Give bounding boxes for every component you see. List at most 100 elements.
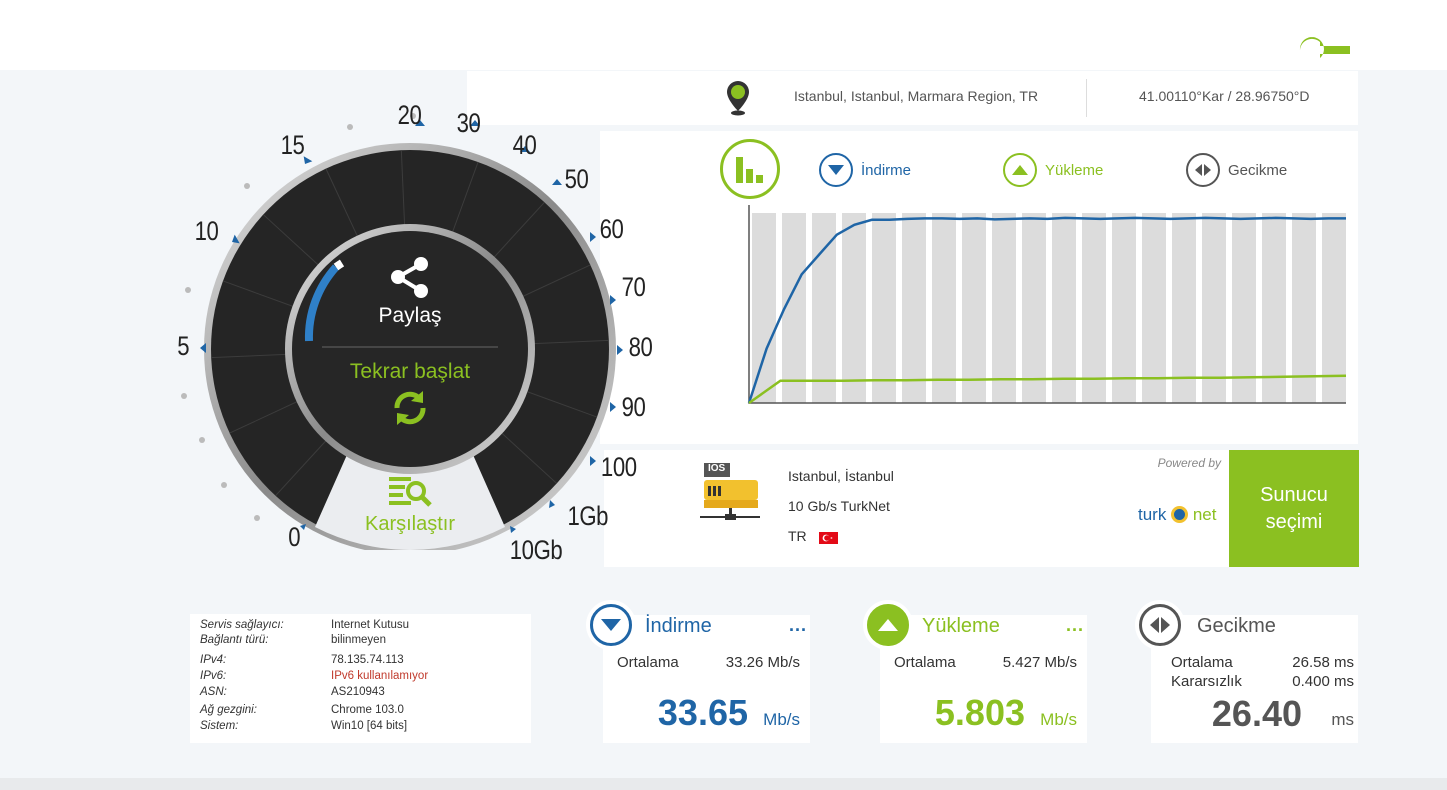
info-value: Win10 [64 bits]: [331, 720, 408, 732]
header-area: [0, 0, 1447, 70]
latency-avg-label: Ortalama: [1171, 654, 1233, 671]
latency-value: 26.40: [1211, 693, 1302, 734]
server-city: Istanbul, İstanbul: [788, 468, 894, 484]
chart-bar: [1202, 213, 1226, 403]
coordinates-text: 41.00110°Kar / 28.96750°D: [1139, 88, 1310, 104]
gauge-label-50: 50: [564, 164, 589, 194]
download-series-line: [747, 216, 1346, 404]
chart-toggle-button[interactable]: [720, 139, 780, 199]
gauge-label-15: 15: [280, 130, 305, 160]
share-icon: [391, 257, 428, 298]
chart-bar: [1052, 213, 1076, 403]
gauge-label-80: 80: [628, 332, 653, 362]
turknet-logo-left: turk: [1138, 505, 1167, 524]
chart-bar: [992, 213, 1016, 403]
latency-jitter-label: Kararsızlık: [1171, 673, 1242, 690]
download-arrow-icon: [590, 604, 632, 646]
upload-arrow-icon: [1003, 153, 1037, 187]
chart-bar: [1112, 213, 1136, 403]
gauge-label-60: 60: [599, 214, 624, 244]
upload-title: Yükleme: [922, 615, 1000, 637]
gauge-label-5: 5: [177, 331, 190, 361]
legend-download[interactable]: İndirme: [819, 152, 911, 188]
server-country: TR: [788, 528, 807, 544]
gauge-label-1gb: 1Gb: [567, 501, 609, 531]
upload-unit: Mb/s: [1040, 710, 1077, 729]
download-title: İndirme: [645, 615, 712, 637]
divider: [1086, 79, 1087, 117]
legend-upload[interactable]: Yükleme: [1003, 152, 1103, 188]
info-value: bilinmeyen: [331, 634, 386, 646]
gauge-label-90: 90: [621, 392, 646, 422]
gauge-label-10gb: 10Gb: [509, 535, 563, 565]
chart-bar: [1142, 213, 1166, 403]
upload-stat-icon: [863, 600, 913, 650]
compare-button[interactable]: Karşılaştır: [345, 474, 475, 536]
chart-card: İndirme Yükleme Gecikme: [600, 131, 1358, 444]
gauge-segment: [449, 161, 479, 239]
latency-icon: [1186, 153, 1220, 187]
share-label: Paylaş: [378, 304, 442, 327]
server-select-label: Sunucu seçimi: [1260, 483, 1328, 533]
chart-bar: [1232, 213, 1256, 403]
download-value: 33.65: [657, 692, 748, 733]
gauge-segment: [520, 388, 598, 418]
download-more-button[interactable]: ...: [789, 615, 808, 635]
turknet-logo-right: net: [1192, 505, 1217, 524]
info-key: IPv6:: [200, 670, 227, 682]
gauge-label-70: 70: [621, 272, 646, 302]
legend-latency-label: Gecikme: [1228, 161, 1288, 179]
server-provider: 10 Gb/s TurkNet: [788, 498, 890, 514]
upload-arrow-icon: [867, 604, 909, 646]
gauge-segment: [489, 201, 545, 263]
server-select-button[interactable]: Sunucu seçimi: [1229, 450, 1359, 567]
latency-avg-value: 26.58 ms: [1292, 654, 1354, 671]
legend-upload-label: Yükleme: [1045, 161, 1104, 179]
chart-bar: [752, 213, 776, 403]
download-avg-value: 33.26 Mb/s: [725, 654, 800, 671]
latency-icon: [1139, 604, 1181, 646]
location-pin-icon: [727, 81, 749, 116]
chart-bar: [842, 213, 866, 403]
chart-bar: [1022, 213, 1046, 403]
gauge-segment: [400, 150, 406, 232]
gauge-segment: [275, 435, 331, 497]
upload-series-line: [748, 374, 1347, 405]
chart-bar: [902, 213, 926, 403]
info-value: Internet Kutusu: [331, 619, 409, 631]
gauge-label-100: 100: [600, 452, 637, 482]
gauge-segment: [211, 353, 293, 359]
latency-jitter-value: 0.400 ms: [1292, 673, 1354, 690]
footer-strip: [0, 778, 1447, 790]
info-key: Sistem:: [200, 720, 239, 732]
download-stat-card: İndirme ... Ortalama 33.26 Mb/s 33.65 Mb…: [603, 615, 810, 743]
gauge-label-10: 10: [194, 216, 219, 246]
speed-chart: [747, 205, 1347, 405]
chart-bar: [962, 213, 986, 403]
chart-bar: [1322, 213, 1346, 403]
share-button[interactable]: Paylaş: [350, 254, 470, 334]
chart-bar: [812, 213, 836, 403]
server-icon: [700, 463, 760, 520]
latency-title: Gecikme: [1197, 615, 1276, 637]
info-value: Chrome 103.0: [331, 704, 404, 716]
download-avg-label: Ortalama: [617, 654, 679, 671]
info-key: Servis sağlayıcı:: [200, 619, 284, 631]
legend-latency[interactable]: Gecikme: [1186, 152, 1287, 188]
chart-bar: [1262, 213, 1286, 403]
turknet-logo: turk net: [1138, 505, 1216, 525]
chart-bar: [1082, 213, 1106, 403]
upload-more-button[interactable]: ...: [1066, 615, 1085, 635]
upload-avg-label: Ortalama: [894, 654, 956, 671]
refresh-icon: [394, 391, 426, 425]
restart-button[interactable]: Tekrar başlat: [325, 360, 495, 436]
gauge-label-20: 20: [397, 100, 422, 130]
wrench-icon[interactable]: [1298, 36, 1352, 64]
info-value: 78.135.74.113: [331, 654, 404, 666]
server-icon-label: IOS: [708, 463, 726, 474]
chart-bar: [1172, 213, 1196, 403]
info-key: ASN:: [200, 686, 227, 698]
chart-bar: [872, 213, 896, 403]
info-key: Bağlantı türü:: [200, 634, 269, 646]
upload-avg-value: 5.427 Mb/s: [1002, 654, 1077, 671]
